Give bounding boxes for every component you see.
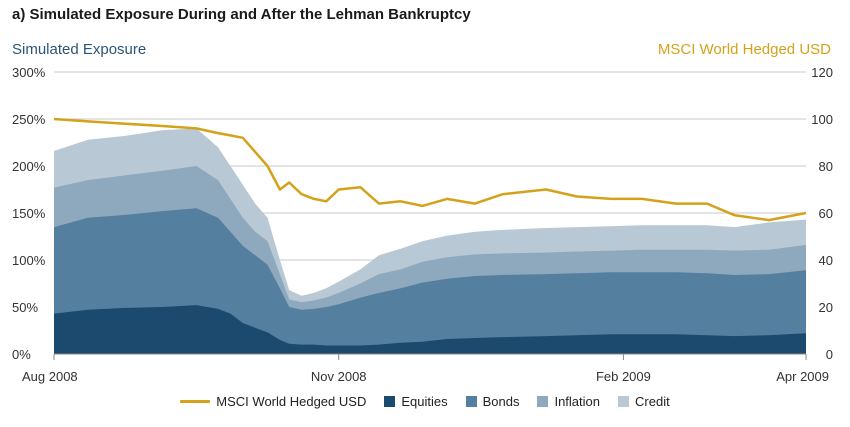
y2-tick-label: 80 [819, 159, 833, 174]
legend-swatch-credit [618, 396, 630, 407]
y-tick-label: 150% [12, 206, 46, 221]
msci-line [53, 117, 807, 222]
legend-label-inflation: Inflation [554, 394, 601, 409]
y2-tick-label: 100 [811, 112, 833, 127]
chart-title: a) Simulated Exposure During and After t… [12, 6, 471, 23]
legend: MSCI World Hedged USD Equities Bonds Inf… [0, 394, 850, 409]
y-tick-label: 200% [12, 159, 46, 174]
legend-swatch-msci [180, 400, 211, 403]
right-axis-title: MSCI World Hedged USD [657, 41, 831, 58]
legend-item-credit: Credit [618, 394, 670, 409]
y-tick-label: 250% [12, 112, 46, 127]
y2-tick-label: 40 [819, 253, 833, 268]
area-bonds [54, 208, 806, 354]
y-tick-label: 100% [12, 253, 46, 268]
y2-tick-label: 20 [819, 300, 833, 315]
legend-label-msci: MSCI World Hedged USD [216, 394, 367, 409]
y-tick-label: 300% [12, 65, 46, 80]
x-tick-label: Feb 2009 [596, 369, 651, 384]
legend-swatch-inflation [537, 396, 549, 407]
y-tick-label: 0% [12, 347, 31, 362]
legend-item-inflation: Inflation [537, 394, 600, 409]
x-tick-label: Aug 2008 [22, 369, 78, 384]
area-equities [54, 305, 806, 354]
legend-item-equities: Equities [384, 394, 448, 409]
x-tick-label: Apr 2009 [776, 369, 829, 384]
legend-label-equities: Equities [401, 394, 448, 409]
y2-tick-label: 60 [819, 206, 833, 221]
x-tick-label: Nov 2008 [311, 369, 367, 384]
y2-tick-label: 120 [811, 65, 833, 80]
legend-label-bonds: Bonds [482, 394, 520, 409]
legend-swatch-bonds [465, 396, 477, 407]
y-tick-label: 50% [12, 300, 38, 315]
legend-label-credit: Credit [635, 394, 670, 409]
legend-swatch-equities [384, 396, 396, 407]
left-axis-title: Simulated Exposure [12, 41, 147, 58]
y2-tick-label: 0 [826, 347, 833, 362]
legend-item-bonds: Bonds [465, 394, 520, 409]
legend-item-msci: MSCI World Hedged USD [180, 394, 366, 409]
